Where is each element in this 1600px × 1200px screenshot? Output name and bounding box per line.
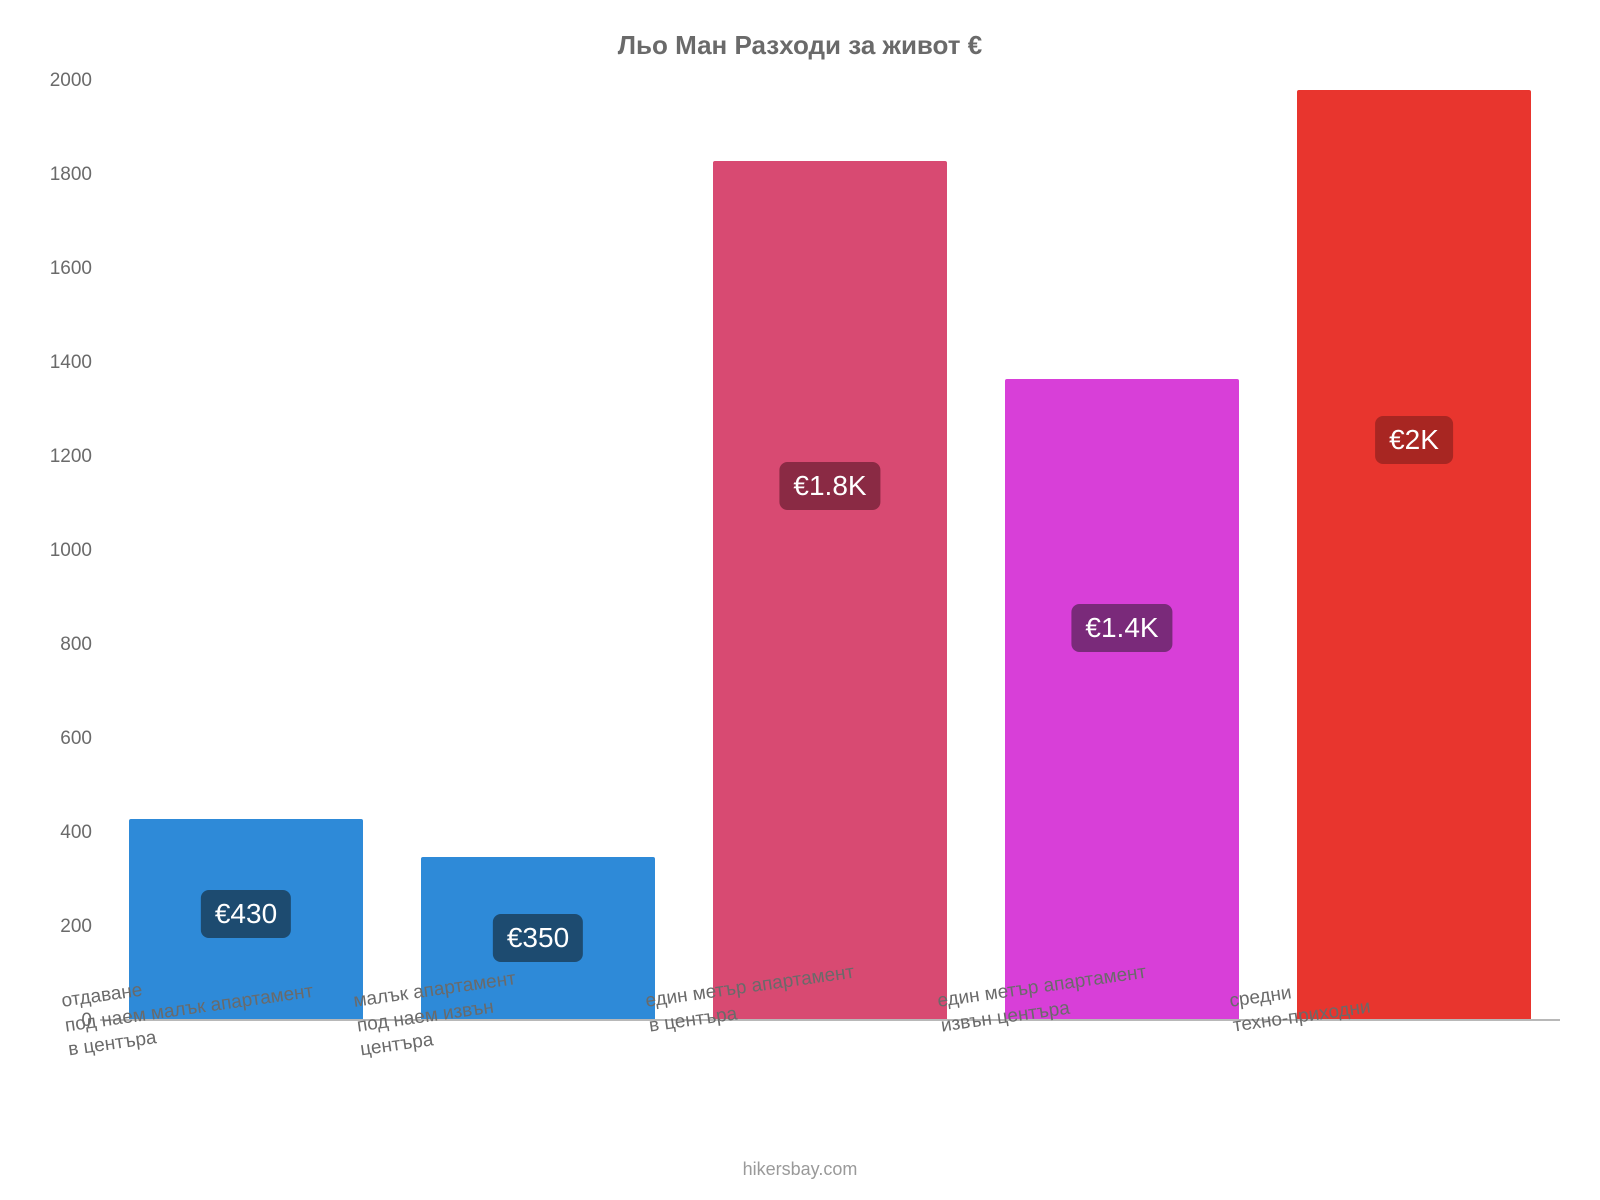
bar-slot: €1.8K xyxy=(684,81,976,1021)
chart-title: Льо Ман Разходи за живот € xyxy=(40,30,1560,61)
bar-value-label: €1.8K xyxy=(779,462,880,510)
bar-value-label: €430 xyxy=(201,890,291,938)
attribution-text: hikersbay.com xyxy=(0,1159,1600,1180)
y-tick-label: 600 xyxy=(40,728,92,750)
y-tick-label: 800 xyxy=(40,634,92,656)
bar: €1.8K xyxy=(713,161,947,1021)
y-tick-label: 1200 xyxy=(40,446,92,468)
chart-container: Льо Ман Разходи за живот € 0200400600800… xyxy=(0,0,1600,1200)
bars-group: €430 €350 €1.8K €1.4K €2K xyxy=(100,81,1560,1021)
bar: €1.4K xyxy=(1005,379,1239,1021)
y-tick-label: 1000 xyxy=(40,540,92,562)
y-tick-label: 400 xyxy=(40,822,92,844)
bar-value-label: €350 xyxy=(493,914,583,962)
y-tick-label: 2000 xyxy=(40,70,92,92)
bar-slot: €350 xyxy=(392,81,684,1021)
bar: €2K xyxy=(1297,90,1531,1021)
plot-area: 0200400600800100012001400160018002000 €4… xyxy=(100,81,1560,1021)
bar-slot: €430 xyxy=(100,81,392,1021)
bar-value-label: €1.4K xyxy=(1071,604,1172,652)
bar-slot: €1.4K xyxy=(976,81,1268,1021)
bar-slot: €2K xyxy=(1268,81,1560,1021)
bar-value-label: €2K xyxy=(1375,416,1453,464)
y-tick-label: 1600 xyxy=(40,258,92,280)
y-axis: 0200400600800100012001400160018002000 xyxy=(40,81,100,1021)
y-tick-label: 200 xyxy=(40,916,92,938)
y-tick-label: 1800 xyxy=(40,164,92,186)
y-tick-label: 1400 xyxy=(40,352,92,374)
